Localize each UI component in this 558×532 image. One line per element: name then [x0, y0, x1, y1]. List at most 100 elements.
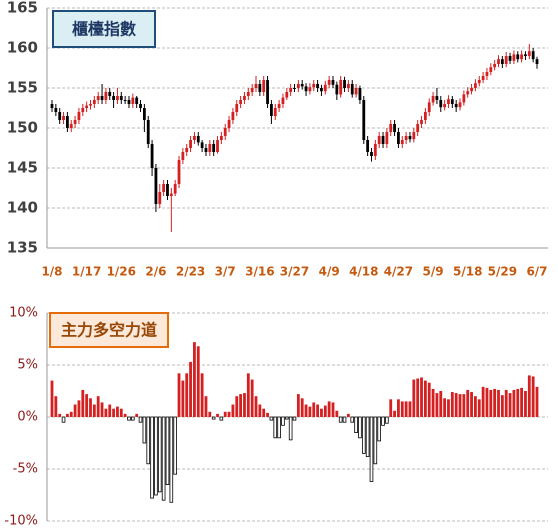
chart-title: 櫃檯指數 [72, 20, 136, 39]
bar [524, 391, 527, 417]
bar [89, 398, 92, 417]
candle-body [135, 97, 139, 104]
candle-body [335, 84, 339, 95]
bar [365, 416, 370, 457]
bar [400, 401, 404, 417]
bar [361, 416, 366, 454]
bar [235, 396, 239, 417]
y-tick-label: 160 [7, 39, 38, 57]
bar [161, 416, 166, 501]
bar [435, 393, 439, 417]
candle-body [189, 140, 192, 148]
bar [177, 373, 181, 417]
candle-body [308, 87, 312, 92]
candle-body [108, 92, 112, 96]
candle-body [462, 94, 466, 103]
candle-body [316, 84, 319, 88]
candle-body [112, 96, 115, 100]
bar [65, 413, 69, 417]
candle-body [116, 96, 119, 100]
x-tick-label: 5/18 [453, 265, 482, 279]
bar [393, 410, 396, 417]
bar [73, 404, 77, 417]
x-tick-label: 2/6 [145, 265, 166, 279]
bar [342, 416, 347, 423]
bar [154, 416, 158, 496]
candle-body [520, 54, 524, 60]
bar [316, 404, 319, 417]
bar [304, 404, 308, 417]
bar [450, 392, 454, 417]
candle-body [204, 148, 208, 152]
bar [535, 386, 539, 417]
candle-body [362, 100, 366, 140]
bar [150, 416, 154, 499]
bar [354, 416, 358, 434]
candle-body [385, 132, 389, 144]
bar [504, 389, 508, 417]
bar [485, 387, 489, 417]
bar [500, 395, 504, 417]
bar [308, 406, 312, 417]
candle-body [447, 99, 450, 104]
bar [323, 405, 327, 417]
x-tick-label: 5/9 [423, 265, 444, 279]
candle-body [208, 144, 212, 152]
bar [447, 399, 450, 417]
candle-body [200, 142, 204, 148]
candle-body [235, 104, 239, 112]
title-box [52, 10, 156, 48]
bar [300, 398, 304, 417]
candle-body [77, 112, 81, 120]
x-tick-label: 2/23 [176, 265, 205, 279]
bar [104, 408, 108, 417]
bar [131, 416, 135, 421]
bar [408, 401, 412, 417]
candle-body [524, 54, 527, 56]
bar [100, 402, 104, 417]
bar [127, 416, 131, 421]
y-tick-label: -10% [4, 514, 38, 529]
candle-body [304, 86, 308, 92]
bar [239, 394, 243, 417]
bar [320, 408, 323, 417]
bar [223, 411, 227, 417]
x-tick-label: 4/27 [384, 265, 413, 279]
candle-body [489, 67, 493, 72]
bar [266, 412, 269, 417]
y-tick-label: 150 [7, 119, 38, 137]
candle-body [223, 128, 227, 136]
bar [377, 416, 381, 442]
bar [458, 394, 462, 417]
candle-body [285, 92, 289, 98]
candle-body [296, 84, 300, 88]
bar [369, 416, 374, 482]
candle-body [277, 104, 281, 108]
candle-body [92, 100, 96, 104]
candle-body [270, 104, 273, 116]
candle-body [96, 96, 100, 100]
candle-body [470, 88, 473, 92]
bar [474, 396, 477, 417]
candle-body [100, 96, 104, 100]
x-tick-label: 4/18 [349, 265, 378, 279]
bar [258, 404, 262, 417]
bar [200, 373, 204, 417]
bar [262, 408, 266, 417]
candle-body [166, 184, 169, 196]
candle-body [150, 144, 154, 168]
bar [389, 399, 393, 417]
bar [216, 413, 219, 417]
candle-body [146, 120, 150, 144]
candle-body [262, 80, 266, 92]
bar [231, 404, 235, 417]
bar [204, 396, 208, 417]
candle-body [474, 83, 477, 88]
candle-body [212, 144, 216, 152]
candle-body [69, 124, 73, 128]
candle-body [458, 102, 462, 108]
candle-body [466, 91, 470, 95]
bar [277, 416, 281, 439]
bar [516, 388, 520, 417]
bar [193, 342, 196, 417]
